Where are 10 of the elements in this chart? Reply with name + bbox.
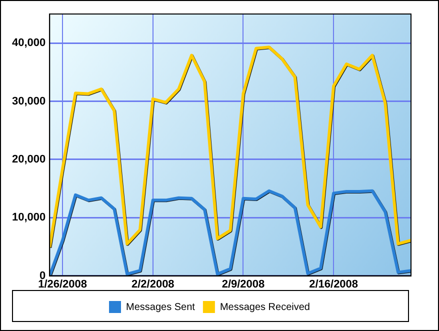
y-tick-label: 20,000 — [12, 153, 46, 166]
x-tick-label: 2/9/2008 — [222, 278, 265, 290]
y-tick-label: 10,000 — [12, 212, 46, 224]
y-tick-label: 40,000 — [12, 37, 46, 50]
y-tick-label: 30,000 — [12, 95, 46, 108]
x-tick-label: 2/16/2008 — [309, 278, 358, 290]
legend-label: Messages Sent — [126, 302, 196, 313]
x-tick-label: 1/26/2008 — [38, 278, 88, 290]
legend-label: Messages Received — [220, 302, 310, 313]
x-tick-label: 2/2/2008 — [131, 278, 174, 290]
